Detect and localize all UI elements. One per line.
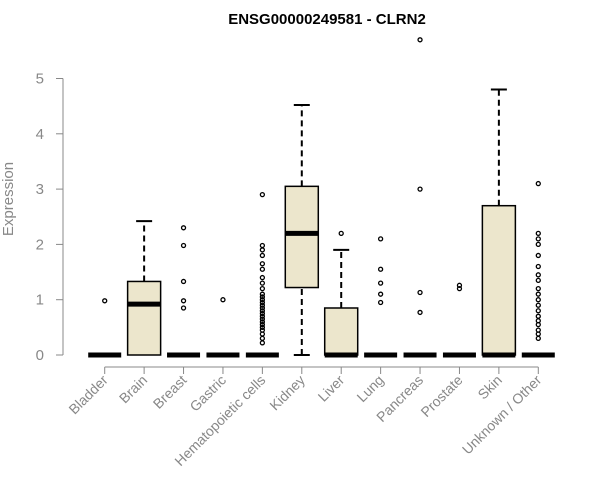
outlier-point <box>259 313 266 319</box>
outlier-point <box>259 191 266 198</box>
outlier-point <box>180 278 187 285</box>
box-iqr <box>284 185 320 289</box>
outlier-point <box>102 298 108 304</box>
x-tick-label: Prostate <box>417 372 465 420</box>
outlier-point <box>535 241 541 248</box>
box-bladder <box>88 298 122 358</box>
outlier-point <box>417 37 423 43</box>
box-kidney <box>284 104 320 356</box>
box-iqr <box>481 204 517 356</box>
y-tick-label: 5 <box>36 71 44 88</box>
box-hematopoietic-cells <box>245 191 279 358</box>
box-lung <box>364 236 398 358</box>
outlier-point <box>377 236 384 242</box>
box-iqr <box>126 280 162 356</box>
box-unknown-other <box>521 180 555 358</box>
outlier-point <box>535 297 541 303</box>
outlier-point <box>259 335 266 342</box>
x-tick-label: Bladder <box>65 372 111 418</box>
outlier-point <box>377 266 384 272</box>
x-tick-label: Brain <box>116 372 150 406</box>
outlier-point <box>535 335 541 342</box>
outlier-point <box>180 305 187 311</box>
outlier-point <box>180 225 187 231</box>
outlier-point <box>535 277 541 283</box>
outlier-point <box>259 316 266 322</box>
outlier-point <box>259 274 266 281</box>
outlier-point <box>535 230 541 236</box>
y-tick-label: 4 <box>36 126 44 143</box>
outlier-point <box>377 291 384 297</box>
outlier-point <box>259 310 266 317</box>
outlier-point <box>259 299 266 306</box>
outlier-point <box>417 309 423 316</box>
y-tick-label: 0 <box>36 347 44 364</box>
outlier-point <box>535 252 541 259</box>
outlier-point <box>535 291 541 297</box>
outlier-point <box>180 298 187 304</box>
outlier-point <box>535 318 541 324</box>
box-gastric <box>206 297 240 358</box>
outlier-point <box>259 266 266 272</box>
outlier-point <box>535 180 541 187</box>
y-axis: 0 1 2 3 4 5 <box>36 71 64 364</box>
y-tick-label: 2 <box>36 236 44 253</box>
y-tick-label: 1 <box>36 292 44 309</box>
outlier-point <box>259 302 266 308</box>
x-tick-label: Kidney <box>266 372 308 414</box>
outlier-point <box>259 297 266 303</box>
outlier-point <box>417 186 423 192</box>
outlier-point <box>259 252 266 259</box>
outlier-point <box>259 291 266 297</box>
outlier-point <box>535 327 541 333</box>
box-skin <box>481 88 517 358</box>
outlier-point <box>180 242 187 249</box>
chart-title: ENSG00000249581 - CLRN2 <box>228 11 426 28</box>
outlier-point <box>338 230 344 236</box>
outlier-point <box>259 294 266 300</box>
x-tick-label: Liver <box>315 372 348 405</box>
outlier-point <box>259 305 266 311</box>
outlier-point <box>259 340 266 346</box>
y-tick-label: 3 <box>36 181 44 198</box>
x-tick-label: Skin <box>474 372 505 403</box>
outlier-point <box>259 261 266 267</box>
box-breast <box>167 225 201 358</box>
outlier-point <box>535 285 541 292</box>
outlier-point <box>259 308 266 314</box>
outlier-point <box>259 247 266 253</box>
outlier-point <box>535 308 541 314</box>
outlier-point <box>535 313 541 319</box>
outlier-point <box>259 242 266 249</box>
outlier-point <box>535 302 541 308</box>
x-tick-label: Lung <box>353 372 386 405</box>
outlier-point <box>417 289 423 296</box>
box-liver <box>323 230 359 358</box>
outlier-point <box>377 299 384 306</box>
outlier-point <box>259 321 266 328</box>
outlier-point <box>220 297 226 303</box>
box-series <box>88 37 555 358</box>
outlier-point <box>535 272 541 278</box>
outlier-point <box>259 280 266 286</box>
outlier-point <box>377 280 384 286</box>
outlier-point <box>259 285 266 292</box>
x-tick-label: Breast <box>150 372 190 412</box>
outlier-point <box>535 236 541 242</box>
box-prostate <box>442 282 476 358</box>
y-axis-title: Expression <box>0 162 17 236</box>
outlier-point <box>456 282 463 288</box>
outlier-point <box>456 285 463 292</box>
outlier-point <box>535 263 541 270</box>
outlier-point <box>259 324 266 331</box>
box-pancreas <box>403 37 437 358</box>
box-iqr <box>323 307 359 356</box>
outlier-point <box>259 327 266 333</box>
outlier-point <box>259 319 266 325</box>
box-brain <box>126 220 162 356</box>
